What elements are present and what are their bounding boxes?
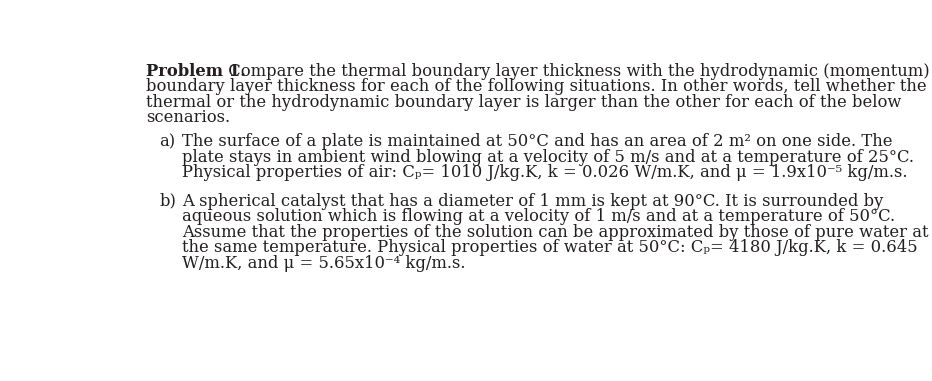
Text: A spherical catalyst that has a diameter of 1 mm is kept at 90°C. It is surround: A spherical catalyst that has a diameter…	[183, 192, 884, 210]
Text: a): a)	[159, 133, 175, 150]
Text: The surface of a plate is maintained at 50°C and has an area of 2 m² on one side: The surface of a plate is maintained at …	[183, 133, 893, 150]
Text: scenarios.: scenarios.	[146, 109, 230, 126]
Text: Physical properties of air: Cₚ= 1010 J/kg.K, k = 0.026 W/m.K, and μ = 1.9x10⁻⁵ k: Physical properties of air: Cₚ= 1010 J/k…	[183, 164, 908, 181]
Text: W/m.K, and μ = 5.65x10⁻⁴ kg/m.s.: W/m.K, and μ = 5.65x10⁻⁴ kg/m.s.	[183, 255, 466, 272]
Text: Assume that the properties of the solution can be approximated by those of pure : Assume that the properties of the soluti…	[183, 224, 929, 240]
Text: Compare the thermal boundary layer thickness with the hydrodynamic (momentum): Compare the thermal boundary layer thick…	[224, 62, 930, 80]
Text: aqueous solution which is flowing at a velocity of 1 m/s and at a temperature of: aqueous solution which is flowing at a v…	[183, 208, 896, 225]
Text: the same temperature. Physical properties of water at 50°C: Cₚ= 4180 J/kg.K, k =: the same temperature. Physical propertie…	[183, 239, 918, 256]
Text: Problem 1.: Problem 1.	[146, 62, 246, 80]
Text: boundary layer thickness for each of the following situations. In other words, t: boundary layer thickness for each of the…	[146, 78, 926, 95]
Text: b): b)	[159, 192, 176, 210]
Text: thermal or the hydrodynamic boundary layer is larger than the other for each of : thermal or the hydrodynamic boundary lay…	[146, 94, 901, 110]
Text: plate stays in ambient wind blowing at a velocity of 5 m/s and at a temperature : plate stays in ambient wind blowing at a…	[183, 149, 914, 166]
